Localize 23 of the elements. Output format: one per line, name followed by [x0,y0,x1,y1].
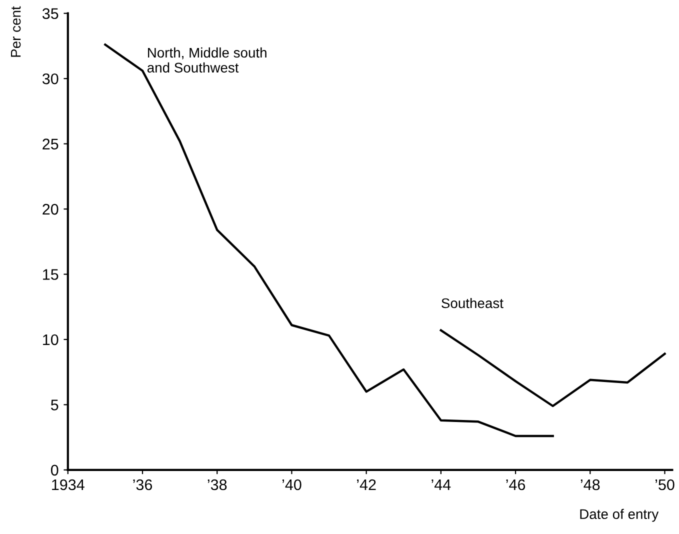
x-tick-label: ’48 [580,479,600,490]
y-tick-label: 15 [43,269,58,280]
x-tick-label: ’46 [506,479,526,490]
y-tick-label: 5 [50,400,58,410]
x-tick-label: ’44 [432,480,451,490]
x-tick-label: 1934 [52,479,84,490]
y-tick-label: 25 [42,138,58,150]
y-tick-label: 20 [42,204,58,215]
y-tick-label: 10 [43,334,58,346]
x-tick-label: ’50 [656,479,674,490]
line-series [104,44,554,438]
y-axis-title: Per cent [11,6,21,57]
x-tick-label: ’40 [282,479,302,490]
x-axis-title: Date of entry [580,508,659,522]
x-tick-label: ’42 [357,479,376,490]
x-tick-label: ’36 [133,479,152,490]
x-tick-label: ’38 [208,479,227,490]
y-tick-label: 35 [42,8,58,20]
line-series [440,329,666,408]
series-label: Southeast [442,298,504,308]
series-label: North, Middle south and Southwest [147,47,266,73]
y-tick-label: 0 [50,464,58,476]
y-tick-label: 30 [42,73,58,84]
